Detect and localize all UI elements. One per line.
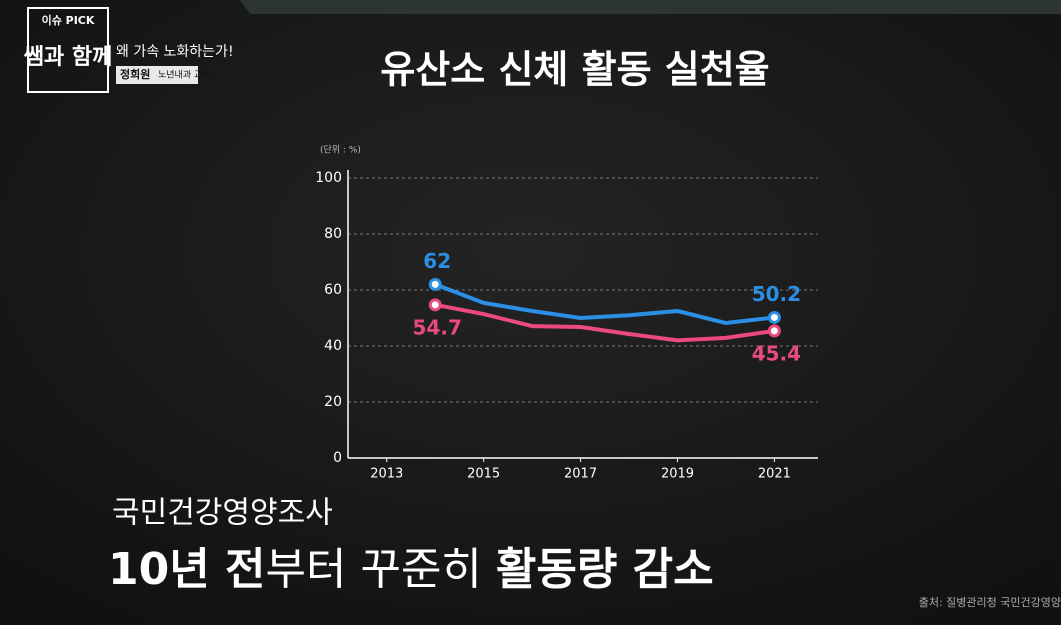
source: 출처: 질병관리청 국민건강영양 bbox=[919, 596, 1061, 609]
badge-frame bbox=[27, 7, 109, 93]
x-tick-label: 2019 bbox=[661, 467, 694, 482]
end-point bbox=[767, 310, 781, 324]
x-tick-label: 2015 bbox=[467, 467, 500, 482]
x-tick-label: 2017 bbox=[564, 467, 597, 482]
speaker-box bbox=[116, 66, 198, 84]
badge-tag: 이슈 PICK bbox=[42, 13, 95, 27]
y-tick-label: 40 bbox=[324, 338, 342, 354]
end-point bbox=[428, 298, 442, 312]
unit-label: (단위 : %) bbox=[320, 145, 361, 156]
speaker-role: 노년내과 교수 bbox=[158, 70, 211, 81]
value-label: 50.2 bbox=[752, 282, 801, 306]
top-strip bbox=[240, 0, 1061, 14]
headline-part: 전 bbox=[225, 544, 265, 595]
series-line bbox=[434, 282, 775, 326]
badge-show: 쌤과 함께 bbox=[24, 45, 113, 70]
y-tick-label: 60 bbox=[324, 282, 342, 298]
end-point bbox=[767, 324, 781, 338]
y-tick-label: 80 bbox=[324, 226, 342, 242]
value-label: 45.4 bbox=[752, 341, 801, 365]
end-point bbox=[428, 277, 442, 291]
headline-part: 10년 bbox=[108, 544, 225, 595]
y-tick-label: 20 bbox=[324, 394, 342, 410]
series-line bbox=[434, 302, 775, 343]
episode-title: 왜 가속 노화하는가! bbox=[116, 44, 234, 60]
x-tick-label: 2013 bbox=[370, 467, 403, 482]
headline: 10년 전부터 꾸준히 활동량 감소 bbox=[108, 544, 714, 595]
y-tick-label: 100 bbox=[315, 170, 342, 186]
value-label: 54.7 bbox=[413, 315, 462, 339]
headline-part: 활동량 감소 bbox=[496, 544, 714, 595]
speaker: 정희원 bbox=[120, 67, 150, 81]
x-tick-label: 2021 bbox=[758, 467, 791, 482]
headline-part: 부터 꾸준히 bbox=[266, 544, 496, 595]
chart-title: 유산소 신체 활동 실천율 bbox=[380, 48, 769, 92]
y-tick-label: 0 bbox=[333, 450, 342, 466]
value-label: 62 bbox=[423, 249, 451, 273]
source-title: 국민건강영양조사 bbox=[112, 496, 333, 531]
